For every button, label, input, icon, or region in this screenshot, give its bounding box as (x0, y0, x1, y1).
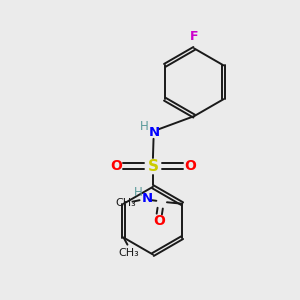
Text: O: O (153, 214, 165, 227)
Text: CH₃: CH₃ (116, 198, 136, 208)
Text: O: O (110, 159, 122, 173)
Text: H: H (140, 120, 149, 133)
Text: S: S (147, 159, 158, 174)
Text: O: O (184, 159, 196, 173)
Text: N: N (141, 192, 152, 205)
Text: F: F (190, 30, 198, 43)
Text: N: N (149, 126, 160, 139)
Text: CH₃: CH₃ (118, 248, 139, 258)
Text: H: H (134, 186, 143, 199)
